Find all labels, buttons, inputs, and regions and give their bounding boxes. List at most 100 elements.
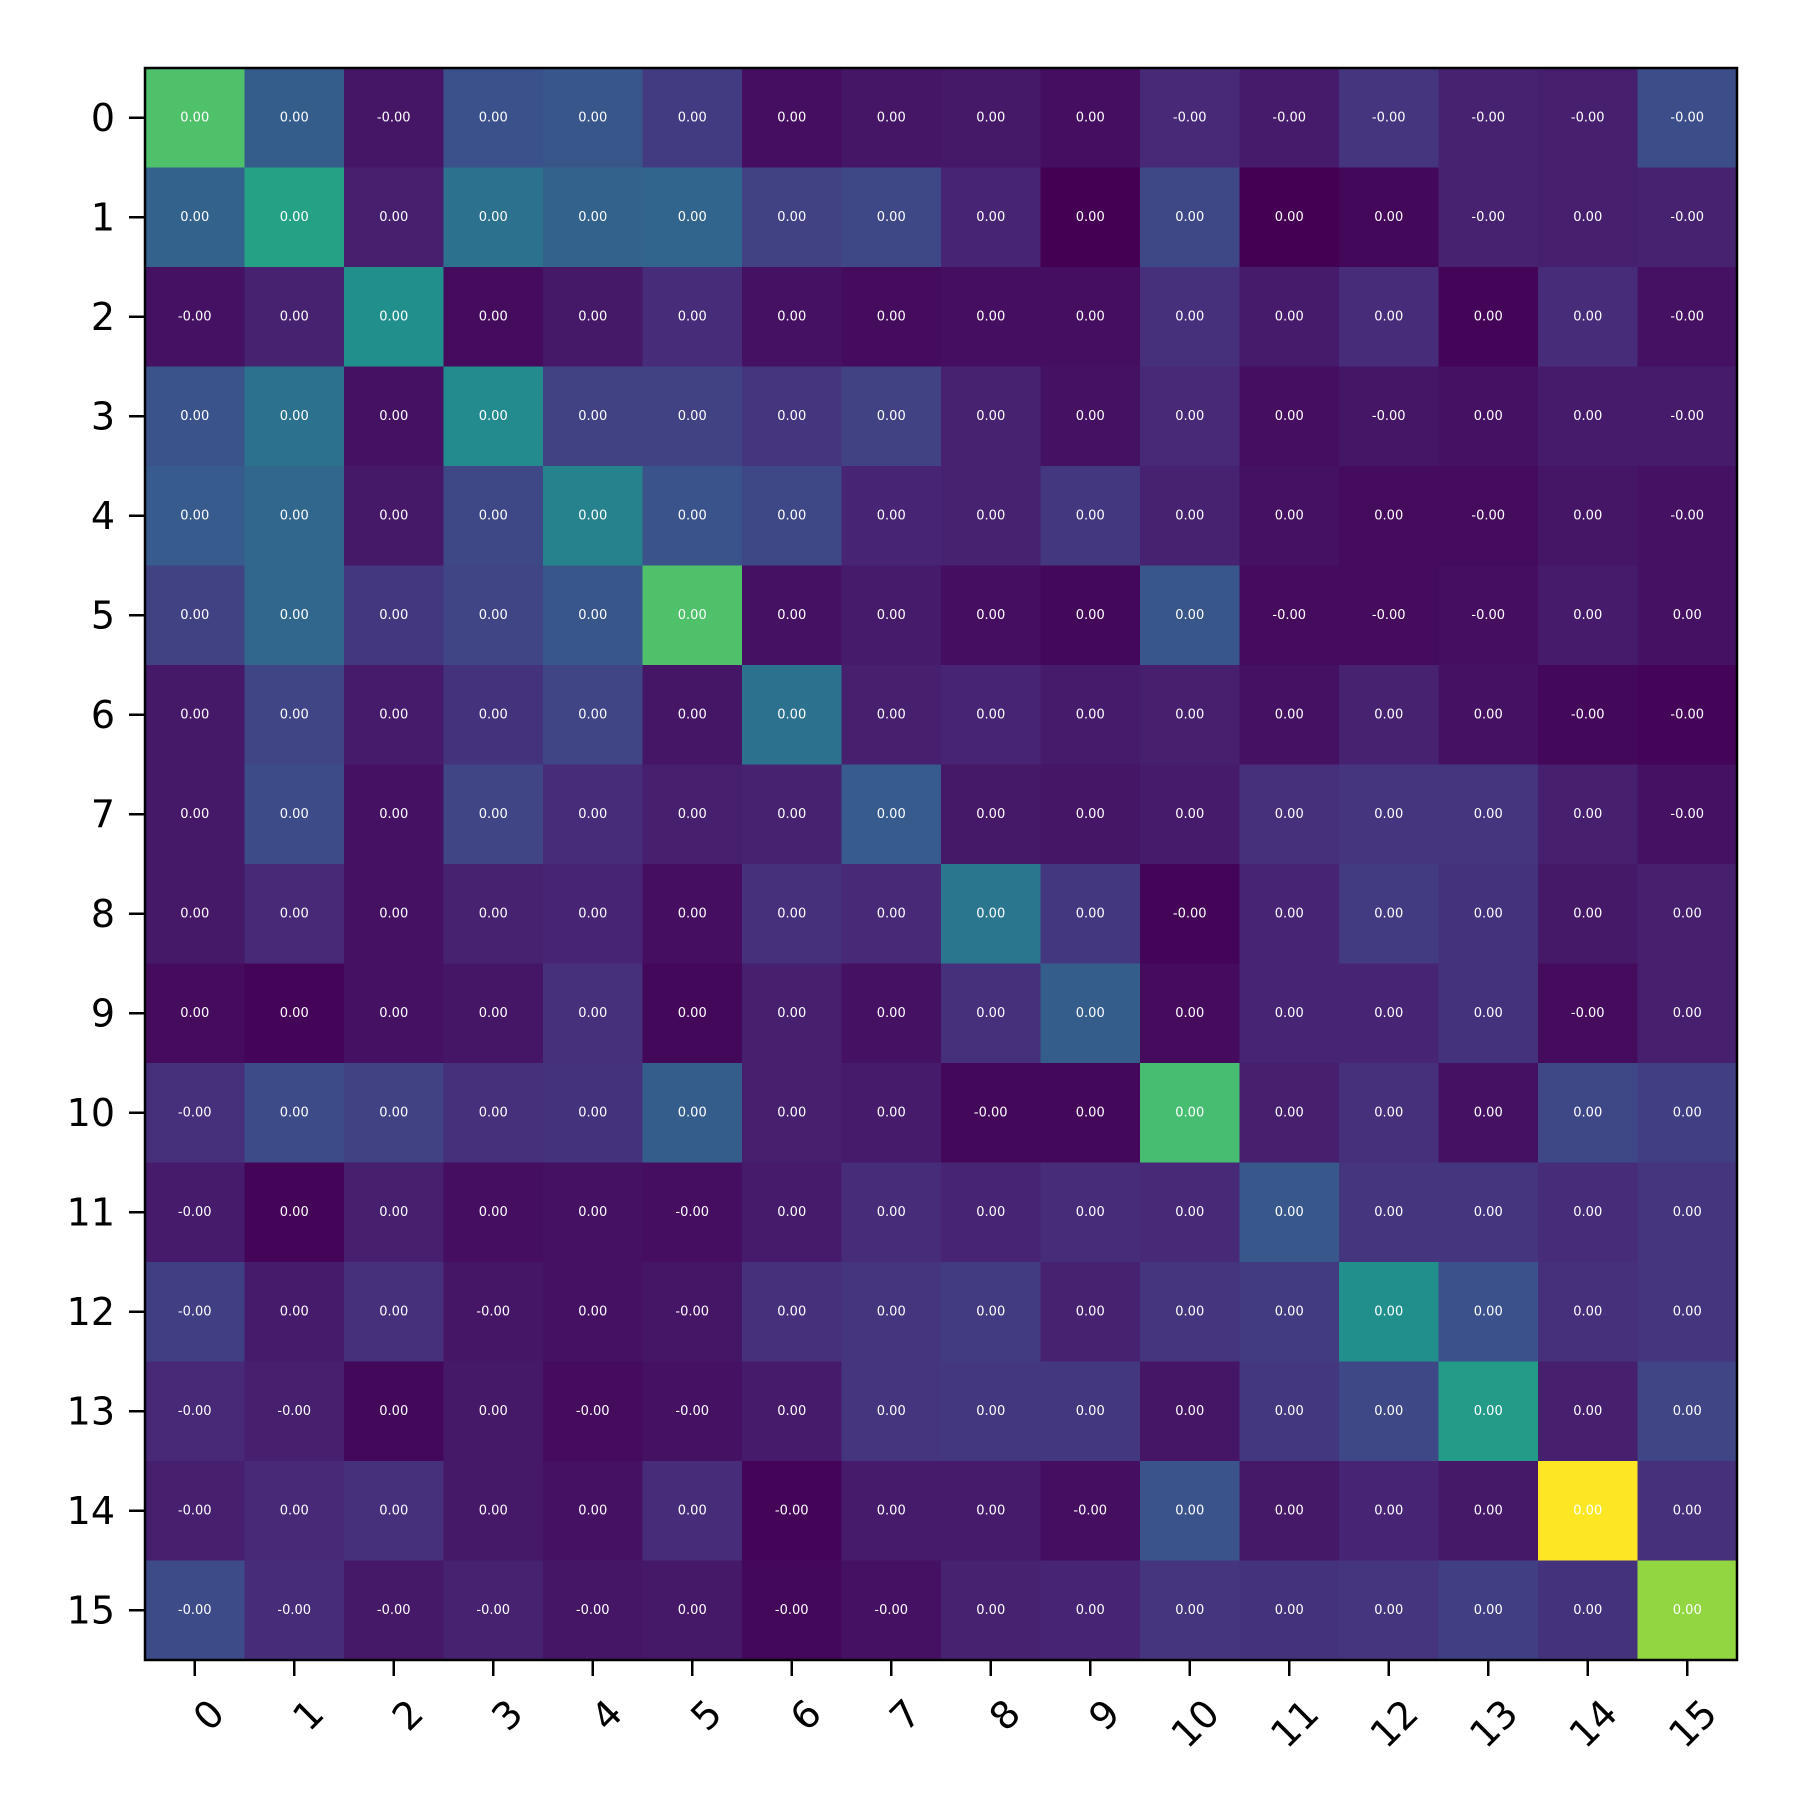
heatmap-cell-1-15 [1637, 167, 1738, 268]
cell-label-15-13: 0.00 [1474, 1603, 1503, 1618]
cell-label-2-14: 0.00 [1573, 309, 1602, 324]
cell-label-6-0: 0.00 [180, 707, 209, 722]
cell-label-15-3: -0.00 [476, 1603, 510, 1618]
cell-label-2-9: 0.00 [1076, 309, 1105, 324]
cell-label-8-7: 0.00 [877, 906, 906, 921]
cell-label-6-12: 0.00 [1374, 707, 1403, 722]
heatmap-cell-3-10 [1140, 366, 1241, 467]
heatmap-cell-1-1 [244, 167, 345, 268]
heatmap-cell-7-15 [1637, 764, 1738, 865]
cell-label-0-5: 0.00 [678, 110, 707, 125]
heatmap-cell-6-12 [1339, 665, 1440, 766]
cell-label-5-1: 0.00 [280, 608, 309, 623]
cell-label-4-11: 0.00 [1275, 508, 1304, 523]
heatmap-cell-10-7 [841, 1063, 942, 1164]
heatmap-cell-0-10 [1140, 68, 1241, 169]
heatmap-cell-5-0 [145, 565, 246, 666]
cell-label-13-8: 0.00 [976, 1404, 1005, 1419]
x-tick-label-0: 0 [185, 1691, 233, 1739]
cell-label-13-14: 0.00 [1573, 1404, 1602, 1419]
heatmap-cell-2-1 [244, 267, 345, 368]
heatmap-cell-14-11 [1239, 1461, 1340, 1562]
heatmap-cell-8-11 [1239, 864, 1340, 965]
cell-label-15-4: -0.00 [576, 1603, 610, 1618]
cell-label-3-15: -0.00 [1670, 409, 1704, 424]
cell-label-12-15: 0.00 [1673, 1304, 1702, 1319]
heatmap-cell-1-14 [1538, 167, 1639, 268]
x-tick-label-9: 9 [1080, 1691, 1128, 1739]
cell-label-7-0: 0.00 [180, 807, 209, 822]
heatmap-cell-13-14 [1538, 1361, 1639, 1462]
heatmap-cell-8-9 [1040, 864, 1141, 965]
cells-layer [145, 68, 1738, 1661]
x-tick-label-12: 12 [1362, 1691, 1427, 1756]
cell-label-5-12: -0.00 [1372, 608, 1406, 623]
heatmap-cell-2-5 [642, 267, 743, 368]
heatmap-cell-8-3 [443, 864, 544, 965]
cell-label-15-5: 0.00 [678, 1603, 707, 1618]
x-axis: 0 1 2 3 4 5 6 7 8 9 10 11 12 13 14 15 [185, 1660, 1725, 1756]
cell-label-9-10: 0.00 [1175, 1006, 1204, 1021]
cell-label-2-3: 0.00 [479, 309, 508, 324]
cell-label-8-13: 0.00 [1474, 906, 1503, 921]
cell-label-2-8: 0.00 [976, 309, 1005, 324]
cell-label-12-7: 0.00 [877, 1304, 906, 1319]
heatmap-cell-10-13 [1438, 1063, 1539, 1164]
heatmap-cell-5-3 [443, 565, 544, 666]
heatmap-cell-11-4 [543, 1162, 644, 1263]
heatmap-cell-6-14 [1538, 665, 1639, 766]
cell-label-6-11: 0.00 [1275, 707, 1304, 722]
heatmap-cell-0-12 [1339, 68, 1440, 169]
cell-label-1-3: 0.00 [479, 210, 508, 225]
heatmap-cell-3-13 [1438, 366, 1539, 467]
heatmap-cell-9-8 [941, 963, 1042, 1064]
heatmap-cell-10-3 [443, 1063, 544, 1164]
heatmap-cell-12-12 [1339, 1262, 1440, 1363]
heatmap-cell-5-15 [1637, 565, 1738, 666]
heatmap-cell-1-11 [1239, 167, 1340, 268]
cell-label-11-6: 0.00 [777, 1205, 806, 1220]
heatmap-cell-15-10 [1140, 1560, 1241, 1661]
cell-label-6-5: 0.00 [678, 707, 707, 722]
cell-label-2-13: 0.00 [1474, 309, 1503, 324]
heatmap-cell-4-4 [543, 466, 644, 567]
heatmap-cell-0-2 [344, 68, 445, 169]
heatmap-cell-4-8 [941, 466, 1042, 567]
heatmap-cell-15-4 [543, 1560, 644, 1661]
heatmap-cell-2-12 [1339, 267, 1440, 368]
cell-label-0-1: 0.00 [280, 110, 309, 125]
y-tick-label-10: 10 [67, 1091, 115, 1135]
cell-label-5-2: 0.00 [379, 608, 408, 623]
heatmap-cell-1-9 [1040, 167, 1141, 268]
cell-label-4-10: 0.00 [1175, 508, 1204, 523]
cell-label-14-1: 0.00 [280, 1503, 309, 1518]
heatmap-cell-6-3 [443, 665, 544, 766]
heatmap-cell-3-6 [742, 366, 843, 467]
heatmap-cell-13-8 [941, 1361, 1042, 1462]
cell-label-8-11: 0.00 [1275, 906, 1304, 921]
cell-label-15-2: -0.00 [377, 1603, 411, 1618]
heatmap-cell-8-14 [1538, 864, 1639, 965]
heatmap-cell-2-4 [543, 267, 644, 368]
cell-label-10-13: 0.00 [1474, 1105, 1503, 1120]
plot-frame [143, 66, 1739, 1662]
cell-label-7-6: 0.00 [777, 807, 806, 822]
heatmap-cell-0-5 [642, 68, 743, 169]
heatmap-cell-2-0 [145, 267, 246, 368]
heatmap-cell-14-10 [1140, 1461, 1241, 1562]
cell-label-15-9: 0.00 [1076, 1603, 1105, 1618]
cell-label-14-15: 0.00 [1673, 1503, 1702, 1518]
heatmap-cell-13-9 [1040, 1361, 1141, 1462]
x-tick-label-5: 5 [682, 1691, 730, 1739]
cell-label-10-0: -0.00 [178, 1105, 212, 1120]
cell-label-10-15: 0.00 [1673, 1105, 1702, 1120]
cell-label-7-2: 0.00 [379, 807, 408, 822]
cell-label-4-13: -0.00 [1471, 508, 1505, 523]
heatmap-cell-9-5 [642, 963, 743, 1064]
heatmap-cell-15-12 [1339, 1560, 1440, 1661]
cell-label-8-4: 0.00 [578, 906, 607, 921]
heatmap-cell-10-14 [1538, 1063, 1639, 1164]
cell-label-8-2: 0.00 [379, 906, 408, 921]
cell-label-7-8: 0.00 [976, 807, 1005, 822]
x-tick-label-11: 11 [1262, 1691, 1327, 1756]
